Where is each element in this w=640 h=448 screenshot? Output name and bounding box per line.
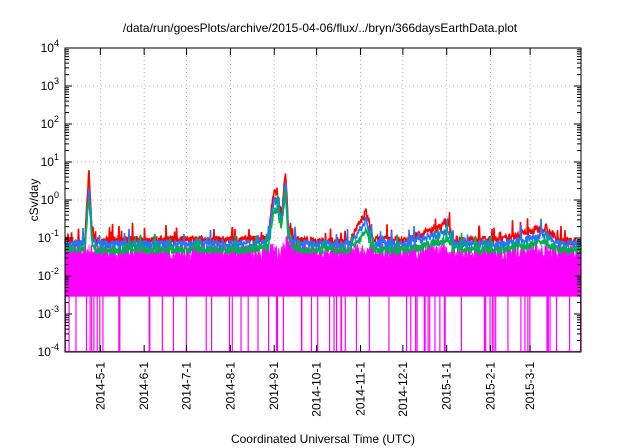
y-tick-exponent: -2 (51, 266, 59, 276)
y-tick-base: 10 (38, 269, 52, 283)
x-tick-label: 2015-2-1 (484, 362, 498, 410)
y-tick-label: 101 (41, 152, 59, 169)
y-tick-base: 10 (41, 117, 55, 131)
x-tick-label: 2014-9-1 (267, 362, 281, 410)
x-tick-label: 2015-3-1 (523, 362, 537, 410)
series-line (64, 188, 582, 258)
x-tick-label: 2014-11-1 (353, 362, 367, 416)
x-tick-label: 2014-10-1 (310, 362, 324, 417)
y-tick-label: 10-4 (38, 342, 59, 359)
y-tick-exponent: 1 (54, 152, 59, 162)
chart-title: /data/run/goesPlots/archive/2015-04-06/f… (123, 21, 518, 35)
y-tick-label: 10-2 (38, 266, 59, 283)
y-tick-exponent: -3 (51, 304, 59, 314)
x-tick-label: 2014-5-1 (93, 362, 107, 410)
x-tick-label: 2014-6-1 (137, 362, 151, 410)
y-axis-label: cSv/day (27, 179, 41, 222)
y-tick-label: 100 (41, 190, 59, 207)
y-tick-base: 10 (41, 193, 55, 207)
y-tick-exponent: 0 (54, 190, 59, 200)
y-tick-exponent: -4 (51, 342, 59, 352)
y-tick-exponent: 4 (54, 38, 59, 48)
y-tick-label: 10-1 (38, 228, 59, 245)
x-axis-label: Coordinated Universal Time (UTC) (231, 432, 415, 446)
x-tick-label: 2015-1-1 (440, 362, 454, 410)
y-tick-exponent: 2 (54, 114, 59, 124)
band-gap (66, 295, 580, 351)
y-tick-base: 10 (41, 41, 55, 55)
y-tick-label: 103 (41, 76, 59, 93)
y-tick-base: 10 (38, 345, 52, 359)
y-tick-base: 10 (41, 155, 55, 169)
y-tick-base: 10 (41, 79, 55, 93)
y-tick-base: 10 (38, 307, 52, 321)
y-tick-base: 10 (38, 231, 52, 245)
x-tick-label: 2014-7-1 (180, 362, 194, 410)
y-tick-label: 10-3 (38, 304, 59, 321)
series-line (64, 170, 582, 248)
grid (65, 48, 581, 352)
x-tick-label: 2014-12-1 (396, 362, 410, 417)
y-tick-label: 104 (41, 38, 59, 55)
data-layer (64, 170, 582, 353)
x-tick-label: 2014-8-1 (223, 362, 237, 410)
y-tick-exponent: -1 (51, 228, 59, 238)
y-tick-exponent: 3 (54, 76, 59, 86)
y-tick-label: 102 (41, 114, 59, 131)
x-axis: 2014-5-1 2014-6-1 2014-7-1 2014-8-1 2014-9-1… (93, 48, 537, 417)
